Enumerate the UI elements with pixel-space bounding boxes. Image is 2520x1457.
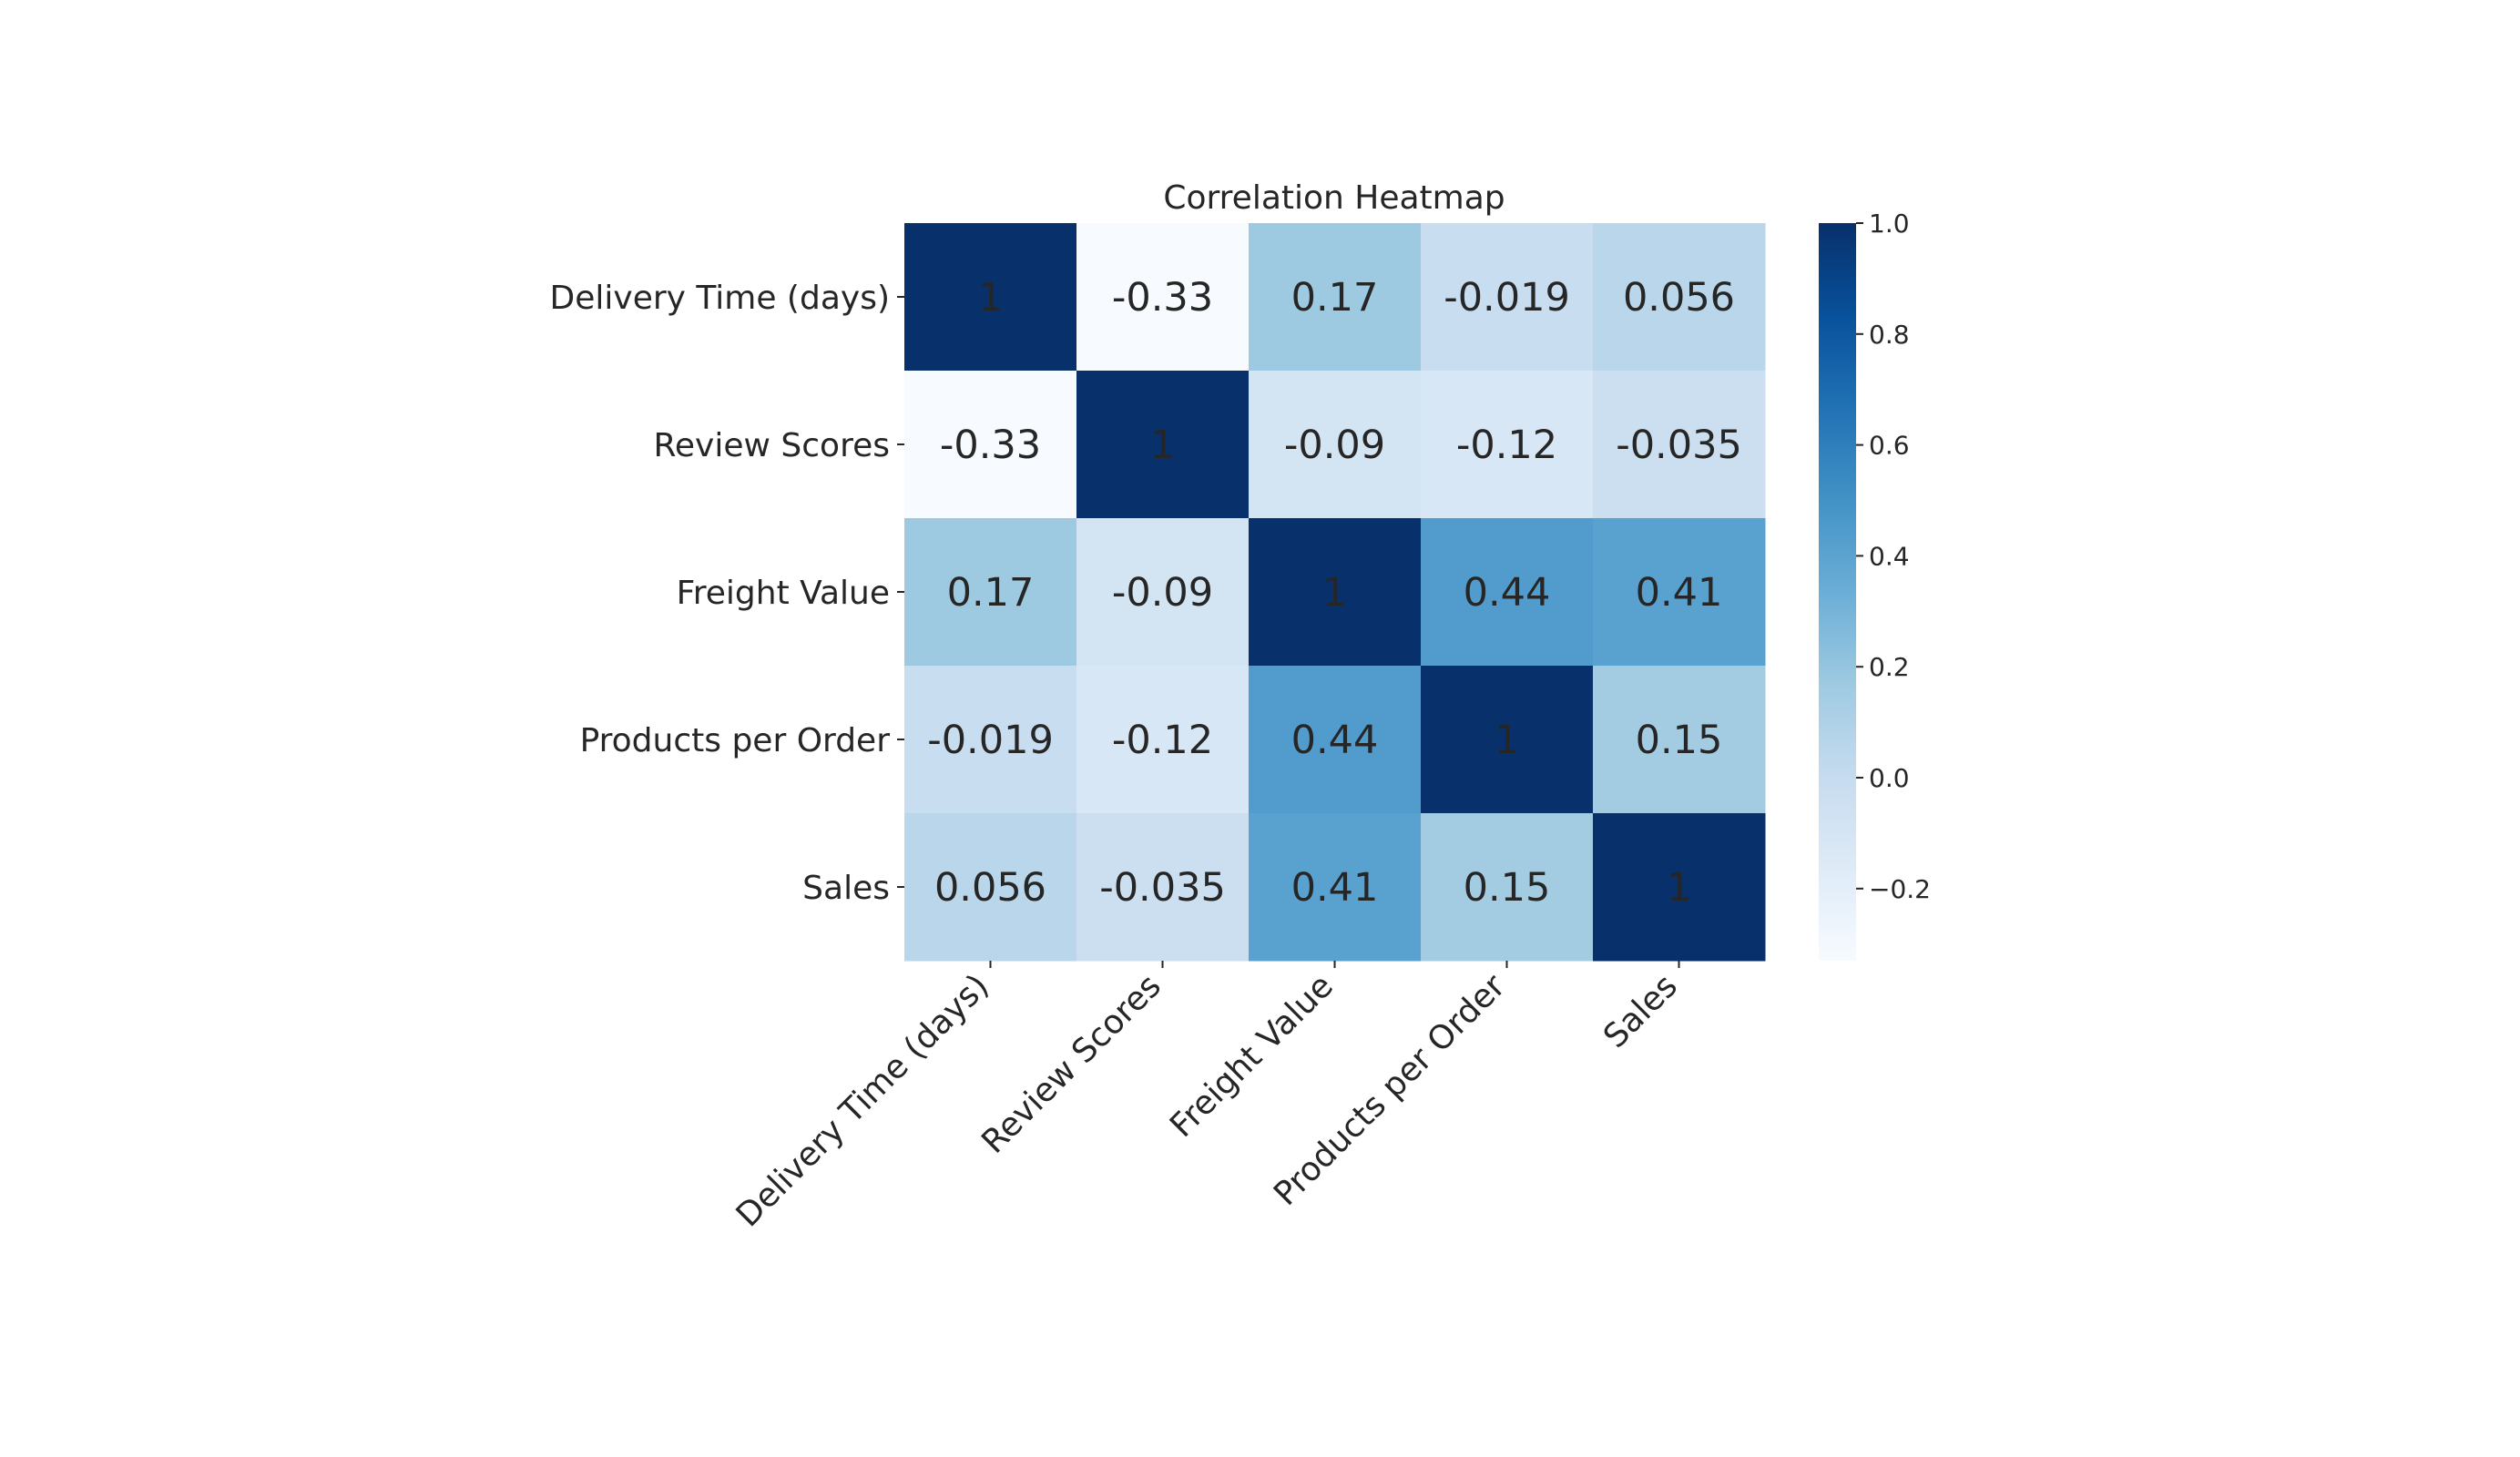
heatmap-cell: [1249, 666, 1422, 814]
heatmap-cell: [1249, 223, 1422, 372]
colorbar: 1.0 0.8 0.6 0.4 0.2 0.0 −0.2: [1819, 209, 1931, 961]
heatmap-cell: [1421, 518, 1594, 667]
cell-annotation: 1: [1495, 718, 1519, 763]
heatmap-cell: [1593, 813, 1766, 962]
cell-annotation: -0.035: [1099, 865, 1226, 911]
colorbar-tick-label: 0.2: [1869, 652, 1910, 682]
heatmap-cell: [1593, 518, 1766, 667]
x-axis: Delivery Time (days)Review ScoresFreight…: [729, 961, 1685, 1234]
heatmap-cell: [1249, 371, 1422, 519]
cell-annotation: 0.15: [1464, 865, 1551, 911]
colorbar-tick-label: 0.4: [1869, 541, 1910, 571]
cell-annotation: 0.17: [947, 570, 1035, 616]
heatmap-cells: 1 -0.33 0.17 -0.019 0.056 -0.33 1 -0.09 -0.12 -0.…: [904, 223, 1766, 962]
cell-annotation: 1: [1667, 865, 1691, 911]
colorbar-gradient: [1819, 223, 1856, 961]
x-tick-label: Delivery Time (days): [729, 967, 996, 1234]
heatmap-cell: [1421, 223, 1594, 372]
heatmap-cell: [1593, 371, 1766, 519]
y-tick-label: Sales: [802, 870, 890, 907]
cell-annotation: 1: [978, 275, 1003, 321]
heatmap-cell: [1076, 813, 1250, 962]
y-tick-label: Delivery Time (days): [550, 280, 890, 317]
cell-annotation: 1: [1150, 423, 1175, 468]
heatmap-cell: [1249, 813, 1422, 962]
heatmap-cell: [904, 666, 1077, 814]
cell-annotation: 0.41: [1636, 570, 1723, 616]
heatmap-cell: [1076, 666, 1250, 814]
colorbar-tick-label: −0.2: [1869, 874, 1931, 904]
cell-annotation: -0.019: [1444, 275, 1570, 321]
heatmap-cell: [904, 813, 1077, 962]
colorbar-tick-label: 0.8: [1869, 320, 1910, 350]
cell-annotation: -0.019: [927, 718, 1054, 763]
cell-annotation: -0.09: [1112, 570, 1213, 616]
chart-title: Correlation Heatmap: [1163, 179, 1505, 217]
heatmap-cell: [1076, 371, 1250, 519]
x-tick-label: Review Scores: [974, 967, 1168, 1160]
cell-annotation: 0.056: [934, 865, 1046, 911]
cell-annotation: 0.15: [1636, 718, 1723, 763]
cell-annotation: -0.12: [1112, 718, 1213, 763]
cell-annotation: -0.33: [1112, 275, 1213, 321]
heatmap-cell: [1249, 518, 1422, 667]
cell-annotation: -0.035: [1616, 423, 1742, 468]
heatmap-cell: [1593, 223, 1766, 372]
cell-annotation: 0.44: [1291, 718, 1379, 763]
heatmap-cell: [904, 371, 1077, 519]
cell-annotation: -0.12: [1456, 423, 1557, 468]
y-tick-label: Freight Value: [677, 575, 890, 612]
cell-annotation: 0.41: [1291, 865, 1379, 911]
colorbar-tick-label: 1.0: [1869, 209, 1910, 239]
y-tick-label: Products per Order: [580, 722, 891, 759]
colorbar-tick-label: 0.6: [1869, 431, 1910, 461]
cell-annotation: 0.44: [1464, 570, 1551, 616]
y-axis: Delivery Time (days) Review Scores Freight…: [550, 280, 904, 907]
x-tick-label: Sales: [1597, 967, 1685, 1055]
cell-annotation: 1: [1322, 570, 1347, 616]
heatmap-cell: [1076, 518, 1250, 667]
cell-annotation: -0.33: [940, 423, 1041, 468]
heatmap-cell: [1593, 666, 1766, 814]
heatmap-cell: [1421, 813, 1594, 962]
heatmap-cell: [1421, 666, 1594, 814]
cell-annotation: -0.09: [1284, 423, 1385, 468]
y-tick-label: Review Scores: [654, 427, 890, 464]
heatmap-cell: [1421, 371, 1594, 519]
cell-annotation: 0.17: [1291, 275, 1379, 321]
colorbar-tick-label: 0.0: [1869, 763, 1910, 793]
heatmap-cell: [904, 223, 1077, 372]
heatmap-cell: [904, 518, 1077, 667]
cell-annotation: 0.056: [1623, 275, 1735, 321]
x-tick-label: Freight Value: [1163, 967, 1341, 1145]
heatmap-cell: [1076, 223, 1250, 372]
